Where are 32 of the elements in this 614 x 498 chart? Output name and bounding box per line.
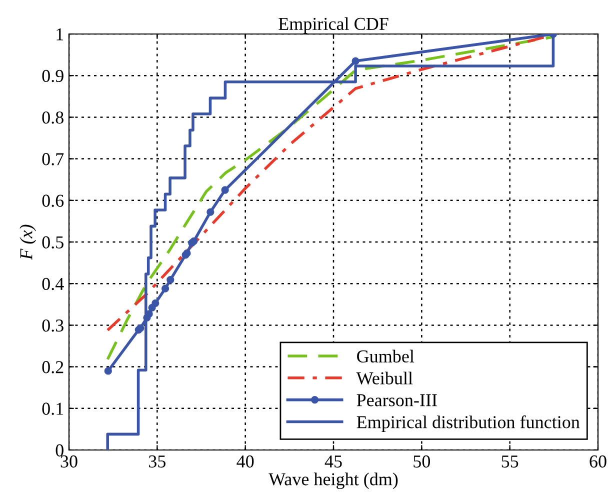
chart-title: Empirical CDF: [278, 17, 388, 34]
y-tick-label: 0.7: [42, 153, 64, 166]
x-tick-label: 55: [502, 456, 518, 468]
y-tick-label: 0.2: [42, 361, 64, 374]
x-tick-label: 45: [324, 456, 342, 468]
x-tick-label: 35: [149, 455, 166, 468]
point: [352, 57, 360, 65]
x-tick-label: 30: [60, 455, 78, 468]
point: [221, 186, 229, 194]
y-tick-label: 0.6: [42, 194, 64, 207]
x-tick-label: 40: [236, 455, 254, 468]
legend-label: Pearson-III: [356, 394, 437, 406]
legend-label: Empirical distribution function: [356, 415, 580, 432]
y-tick-label: 0.4: [42, 278, 64, 290]
y-axis-title: F (x): [20, 224, 36, 260]
x-tick-label: 50: [414, 455, 430, 468]
legend-label: Gumbel: [357, 350, 414, 362]
point: [104, 367, 112, 375]
x-tick-label: 60: [590, 455, 606, 468]
y-tick-label: 0.8: [42, 111, 64, 124]
y-tick-label: 0.3: [42, 319, 64, 332]
y-tick-label: 0.1: [42, 402, 64, 415]
point: [166, 276, 174, 284]
point: [161, 284, 170, 292]
y-tick-label: 0: [56, 444, 64, 456]
y-tick-label: 1: [56, 28, 64, 40]
legend-label: Weibull: [356, 372, 413, 384]
y-tick-label: 0.5: [42, 236, 64, 249]
y-tick-label: 0.9: [42, 70, 64, 82]
x-axis-title: Wave height (dm): [268, 472, 398, 490]
point: [152, 299, 160, 307]
point: [206, 208, 214, 216]
